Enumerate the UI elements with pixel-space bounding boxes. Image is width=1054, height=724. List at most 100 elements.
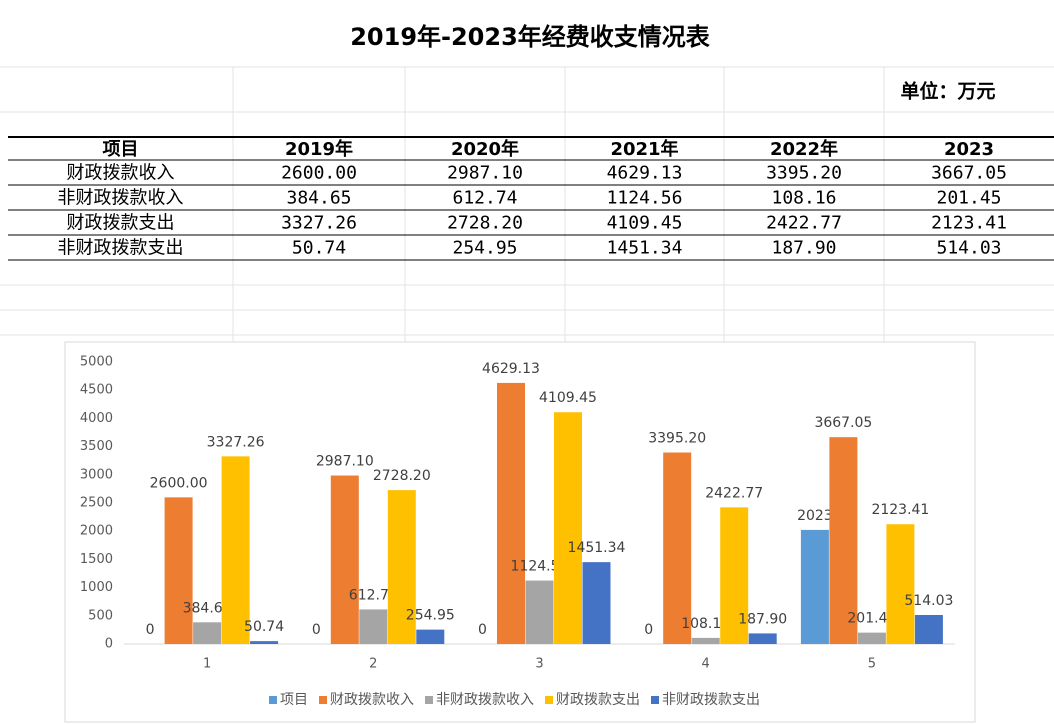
bar [663, 452, 692, 644]
data-label: 514.03 [904, 593, 953, 609]
table-cell: 1124.56 [607, 188, 683, 209]
y-tick-label: 1500 [80, 552, 113, 567]
unit-label: 单位：万元 [900, 80, 995, 103]
table-header: 2022年 [770, 138, 838, 160]
bar [359, 609, 388, 644]
table-cell: 3667.05 [931, 163, 1007, 184]
table-header: 2023 [944, 139, 994, 160]
legend-label: 非财政拨款收入 [436, 692, 534, 708]
table-cell: 财政拨款支出 [67, 213, 175, 234]
table-cell: 201.45 [936, 188, 1001, 209]
y-tick-label: 0 [105, 637, 113, 652]
bar [416, 629, 445, 644]
bar [221, 456, 250, 644]
table-cell: 384.65 [286, 188, 351, 209]
table-header: 2019年 [285, 138, 353, 160]
table-cell: 612.74 [452, 188, 517, 209]
data-label: 2728.20 [373, 468, 431, 484]
x-tick-label: 4 [702, 657, 710, 672]
bar [497, 382, 525, 644]
y-tick-label: 3500 [80, 439, 113, 454]
data-label: 3327.26 [207, 434, 265, 450]
legend-swatch [425, 696, 433, 704]
sheet-title: 2019年-2023年经费收支情况表 [350, 23, 711, 51]
y-tick-label: 500 [88, 608, 113, 623]
table-cell: 187.90 [771, 238, 836, 259]
data-label: 0 [312, 622, 321, 638]
table-cell: 4629.13 [607, 163, 683, 184]
bar [800, 529, 829, 644]
bar [330, 475, 359, 644]
table: 项目 2019年 2020年 2021年 2022年 2023 财政拨款收入 2600.00 2… [8, 136, 1054, 261]
y-tick-label: 2000 [80, 524, 113, 539]
table-cell: 50.74 [292, 238, 346, 259]
legend-label: 财政拨款收入 [330, 692, 414, 708]
x-tick-label: 3 [535, 657, 543, 672]
bar [691, 637, 720, 644]
legend-label: 财政拨款支出 [556, 692, 640, 708]
table-cell: 108.16 [771, 188, 836, 209]
bar [193, 622, 222, 644]
data-label: 0 [478, 622, 487, 638]
data-label: 3395.20 [648, 431, 706, 447]
legend-swatch [651, 696, 659, 704]
table-cell: 2600.00 [281, 163, 357, 184]
legend-label: 项目 [280, 692, 308, 708]
y-tick-label: 5000 [80, 355, 113, 370]
table-cell: 4109.45 [607, 213, 683, 234]
table-cell: 非财政拨款收入 [58, 188, 184, 209]
table-cell: 514.03 [936, 238, 1001, 259]
data-label: 2600.00 [150, 475, 208, 491]
sheet-grid [0, 66, 1054, 342]
y-tick-label: 3000 [80, 467, 113, 482]
data-label: 108.16 [681, 616, 730, 632]
table-header: 2021年 [610, 138, 678, 160]
data-label: 4109.45 [539, 390, 597, 406]
y-tick-label: 4500 [80, 383, 113, 398]
chart: 0500100015002000250030003500400045005000… [80, 355, 955, 708]
bar [582, 562, 611, 644]
bar [250, 641, 279, 644]
table-cell: 1451.34 [607, 238, 683, 259]
table-cell: 2728.20 [447, 213, 523, 234]
data-label: 50.74 [244, 619, 284, 635]
table-header: 项目 [103, 139, 139, 160]
bar [387, 490, 416, 644]
table-cell: 254.95 [452, 238, 517, 259]
x-tick-label: 1 [203, 657, 211, 672]
data-label: 0 [644, 622, 653, 638]
table-cell: 2123.41 [931, 213, 1007, 234]
data-label: 2422.77 [705, 485, 763, 501]
bar [164, 497, 193, 644]
table-cell: 非财政拨款支出 [58, 238, 184, 259]
data-label: 2023 [797, 508, 833, 524]
y-tick-label: 4000 [80, 411, 113, 426]
data-label: 2987.10 [316, 454, 374, 470]
bar [554, 412, 582, 644]
x-tick-label: 5 [868, 657, 876, 672]
bar [914, 615, 943, 644]
data-label: 612.74 [349, 587, 398, 603]
legend-swatch [319, 696, 327, 704]
legend-swatch [545, 696, 553, 704]
data-label: 2123.41 [871, 502, 929, 518]
bar [748, 633, 777, 644]
data-label: 201.45 [847, 611, 896, 627]
y-tick-label: 2500 [80, 496, 113, 511]
data-label: 384.65 [183, 600, 232, 616]
data-label: 0 [146, 622, 155, 638]
table-cell: 财政拨款收入 [67, 163, 175, 184]
data-label: 4629.13 [482, 361, 540, 377]
table-cell: 2987.10 [447, 163, 523, 184]
bar [720, 507, 749, 644]
bar [829, 437, 858, 644]
table-header: 2020年 [451, 138, 519, 160]
bar [886, 524, 915, 644]
table-cell: 2422.77 [766, 213, 842, 234]
legend-swatch [269, 696, 277, 704]
x-tick-label: 2 [369, 657, 377, 672]
data-label: 3667.05 [814, 415, 872, 431]
y-tick-label: 1000 [80, 580, 113, 595]
legend-label: 非财政拨款支出 [662, 692, 760, 708]
